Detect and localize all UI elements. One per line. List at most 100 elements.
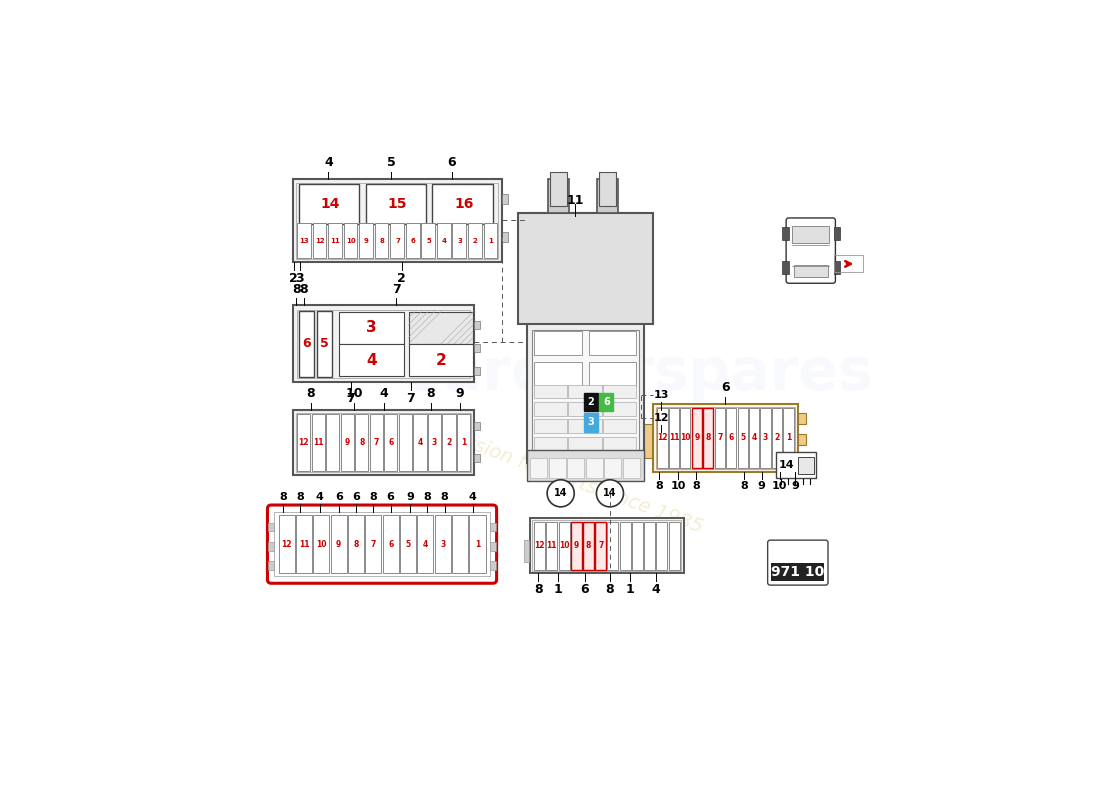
Text: 1: 1 — [626, 582, 635, 596]
Text: 7: 7 — [395, 238, 400, 243]
Bar — [607, 522, 618, 570]
Bar — [653, 404, 798, 472]
Text: 4: 4 — [323, 156, 332, 170]
Bar — [549, 458, 565, 478]
Text: 7: 7 — [717, 434, 723, 442]
Bar — [783, 408, 793, 468]
Text: 7: 7 — [598, 541, 604, 550]
Bar — [530, 458, 547, 478]
Text: 1: 1 — [554, 582, 563, 596]
Text: 8: 8 — [379, 238, 384, 243]
Text: 6: 6 — [603, 397, 609, 407]
Text: 7: 7 — [374, 438, 379, 447]
Text: 8: 8 — [307, 387, 316, 400]
Text: 3: 3 — [587, 418, 594, 427]
Text: 6: 6 — [302, 338, 311, 350]
Bar — [534, 419, 566, 433]
Text: 9: 9 — [344, 438, 350, 447]
Text: 8: 8 — [353, 540, 359, 549]
Bar — [584, 393, 597, 411]
Bar — [297, 414, 310, 471]
Bar — [669, 408, 679, 468]
Text: 10: 10 — [671, 481, 686, 491]
Text: 10: 10 — [680, 434, 691, 442]
Text: 2: 2 — [397, 271, 406, 285]
Bar — [657, 522, 668, 570]
Text: 4: 4 — [417, 438, 422, 447]
Bar — [588, 362, 637, 386]
Bar — [595, 522, 606, 570]
Text: 2: 2 — [447, 438, 452, 447]
Text: 8: 8 — [359, 438, 364, 447]
Bar — [604, 458, 622, 478]
Bar — [456, 414, 470, 471]
Text: 7: 7 — [407, 392, 415, 405]
Text: 2: 2 — [473, 238, 477, 243]
Bar — [331, 515, 346, 573]
Bar — [524, 540, 529, 562]
Text: 3: 3 — [366, 320, 376, 335]
Bar — [703, 408, 714, 468]
Bar — [442, 414, 455, 471]
Bar — [623, 458, 639, 478]
Bar — [474, 367, 480, 374]
Text: 11: 11 — [312, 438, 323, 447]
Text: 4: 4 — [379, 387, 388, 400]
Bar — [518, 213, 652, 324]
Bar — [534, 385, 566, 398]
Text: 8: 8 — [370, 492, 377, 502]
Bar — [502, 231, 508, 242]
Bar — [299, 311, 315, 377]
Text: 6: 6 — [722, 381, 729, 394]
Bar — [297, 223, 310, 258]
Bar — [631, 522, 642, 570]
Bar — [375, 223, 388, 258]
Bar — [777, 452, 816, 478]
Bar — [408, 312, 473, 344]
Bar — [414, 414, 427, 471]
Text: 4: 4 — [441, 238, 447, 243]
Bar — [278, 515, 295, 573]
Bar — [296, 414, 471, 472]
Text: 10: 10 — [316, 540, 327, 549]
Bar — [834, 227, 839, 240]
Bar — [296, 183, 498, 258]
Text: 12: 12 — [653, 413, 669, 422]
Text: 1: 1 — [475, 540, 480, 549]
Bar — [452, 223, 466, 258]
Bar — [715, 408, 725, 468]
Text: 5: 5 — [426, 238, 431, 243]
Bar — [491, 562, 496, 570]
FancyBboxPatch shape — [768, 540, 828, 585]
Bar — [559, 522, 570, 570]
Bar — [772, 408, 782, 468]
Text: 13: 13 — [299, 238, 309, 243]
Text: 4: 4 — [366, 353, 376, 368]
Text: 9: 9 — [364, 238, 368, 243]
Bar — [390, 223, 404, 258]
Bar — [317, 311, 332, 377]
Bar — [569, 437, 602, 450]
FancyBboxPatch shape — [267, 505, 496, 583]
Bar — [547, 522, 558, 570]
Bar — [771, 562, 824, 581]
Bar — [645, 522, 656, 570]
Bar — [268, 562, 274, 570]
Bar — [341, 414, 354, 471]
Text: 6: 6 — [728, 434, 734, 442]
Text: 4: 4 — [751, 434, 757, 442]
Text: 5: 5 — [320, 338, 329, 350]
Text: 8: 8 — [424, 492, 431, 502]
Bar — [619, 522, 630, 570]
Text: 12: 12 — [535, 541, 544, 550]
FancyBboxPatch shape — [786, 218, 835, 283]
Bar — [268, 542, 274, 550]
Text: 2: 2 — [436, 353, 447, 368]
Text: 6: 6 — [580, 582, 588, 596]
Text: 16: 16 — [454, 197, 473, 211]
Bar — [293, 306, 474, 382]
Bar — [569, 402, 602, 416]
Bar — [658, 408, 668, 468]
Bar — [535, 522, 546, 570]
Text: 8: 8 — [693, 481, 701, 491]
